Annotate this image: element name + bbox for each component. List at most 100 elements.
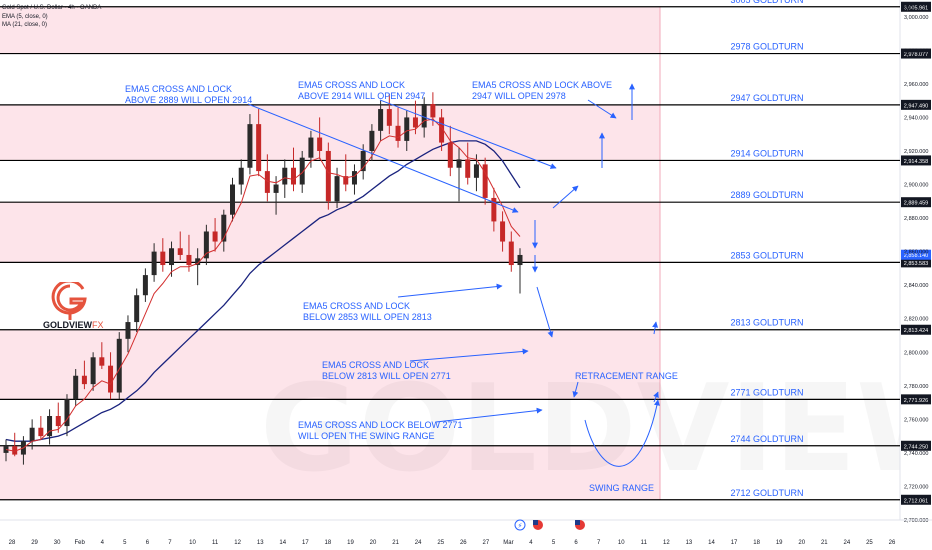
candle-body — [308, 137, 314, 158]
candle-body — [142, 275, 148, 296]
x-tick-label: 13 — [257, 540, 264, 546]
ma-indicator-label[interactable]: MA (21, close, 0) — [2, 22, 48, 28]
event-markers[interactable]: ⚡ — [514, 519, 585, 531]
x-tick-label: Mar — [503, 540, 513, 546]
candle-body — [116, 338, 122, 393]
y-tick-label: 2,920.000 — [904, 149, 928, 155]
annotation-arrow — [587, 99, 617, 119]
annotation-line: RETRACEMENT RANGE — [575, 371, 678, 381]
candle-body — [230, 184, 236, 215]
ma-layer — [5, 140, 521, 442]
x-tick-label: 21 — [821, 540, 828, 546]
level-price-tag-text: 2,771.926 — [904, 398, 928, 404]
level-price-tag — [901, 494, 931, 505]
ema-indicator-label[interactable]: EMA (5, close, 0) — [2, 14, 48, 20]
x-tick-label: 24 — [844, 540, 851, 546]
x-tick-label: 17 — [731, 540, 738, 546]
annotation-line: SWING RANGE — [589, 483, 654, 493]
swing-curve-arrow — [584, 399, 660, 467]
x-tick-label: 29 — [31, 540, 38, 546]
level-price-tag — [901, 394, 931, 405]
x-tick-label: 20 — [370, 540, 377, 546]
x-axis: 28 29 30 Feb 4 5 6 7 10 11 12 13 14 17 18 19 20 21 24 25 26 2… — [0, 519, 932, 546]
candle-body — [343, 176, 349, 185]
candle-body — [64, 399, 70, 427]
arrows-layer — [247, 83, 660, 467]
annotation-line: ABOVE 2914 WILL OPEN 2947 — [298, 91, 425, 101]
candle-body — [500, 221, 506, 242]
x-tick-label: 4 — [101, 540, 105, 546]
candle-body — [508, 241, 514, 266]
annotation-line: EMA5 CROSS AND LOCK — [322, 360, 429, 370]
y-tick-label: 2,900.000 — [904, 183, 928, 189]
x-tick-label: 10 — [189, 540, 196, 546]
annotation-line: EMA5 CROSS AND LOCK BELOW 2771 — [298, 420, 463, 430]
x-tick-label: 20 — [798, 540, 805, 546]
zone-0 — [0, 6, 660, 54]
annotation-text: SWING RANGE — [589, 483, 654, 493]
candle-body — [491, 197, 497, 222]
candle-body — [325, 150, 331, 202]
annotation-text: EMA5 CROSS AND LOCK ABOVE 2947 WILL OPEN … — [472, 80, 612, 101]
level-price-tag — [901, 257, 931, 268]
x-tick-label: 14 — [708, 540, 715, 546]
y-tick-label: 2,980.000 — [904, 48, 928, 54]
current-price-tag-text: 2,858.140 — [904, 253, 928, 259]
candle-body — [73, 375, 79, 400]
level-price-tag — [901, 324, 931, 335]
y-tick-label: 2,780.000 — [904, 384, 928, 390]
level-label: 3005 GOLDTURN — [730, 0, 803, 5]
level-price-tag-text: 2,744.250 — [904, 444, 928, 450]
x-tick-label: 5 — [552, 540, 556, 546]
level-price-tag-text: 2,853.583 — [904, 261, 928, 267]
zones-layer — [0, 6, 661, 500]
currency-label[interactable]: USD — [901, 6, 914, 12]
y-tick-label: 2,820.000 — [904, 317, 928, 323]
x-tick-label: 14 — [279, 540, 286, 546]
candle-body — [177, 248, 183, 255]
level-price-tag-text: 2,978.077 — [904, 52, 928, 58]
us-flag-canton-2 — [575, 520, 580, 525]
candle-body — [351, 171, 357, 185]
level-label: 2744 GOLDTURN — [730, 434, 803, 444]
x-tick-label: 13 — [686, 540, 693, 546]
level-price-tag-text: 2,914.358 — [904, 159, 928, 165]
y-tick-label: 2,840.000 — [904, 283, 928, 289]
logo-suffix: FX — [92, 320, 104, 330]
annotation-line: BELOW 2853 WILL OPEN 2813 — [303, 312, 432, 322]
candle-body — [29, 427, 35, 442]
candle-body — [395, 125, 401, 141]
x-tick-label: 26 — [889, 540, 896, 546]
candle-body — [369, 130, 375, 151]
annotation-line: EMA5 CROSS AND LOCK — [298, 80, 405, 90]
x-tick-label: 17 — [302, 540, 309, 546]
candle-body — [247, 124, 253, 168]
x-tick-label: 24 — [415, 540, 422, 546]
annotation-arrow — [536, 286, 554, 338]
y-tick-label: 2,760.000 — [904, 417, 928, 423]
candle-body — [412, 117, 418, 128]
annotation-line: BELOW 2813 WILL OPEN 2771 — [322, 371, 451, 381]
annotation-line: EMA5 CROSS AND LOCK — [303, 301, 410, 311]
flash-event-icon[interactable] — [514, 519, 526, 531]
candle-body — [81, 375, 87, 385]
annotation-line: EMA5 CROSS AND LOCK — [125, 84, 232, 94]
x-tick-label: 6 — [146, 540, 150, 546]
candle-body — [90, 357, 96, 385]
candle-body — [256, 124, 262, 172]
candle-body — [456, 159, 462, 168]
candle-body — [386, 109, 392, 126]
y-tick-label: 2,880.000 — [904, 216, 928, 222]
candle-body — [212, 231, 218, 242]
candle-body — [55, 416, 61, 427]
candle-body — [108, 365, 114, 393]
annotation-text: EMA5 CROSS AND LOCK ABOVE 2889 WILL OPEN … — [125, 84, 252, 105]
symbol-title[interactable]: Gold Spot / U.S. Dollar · 4h · OANDA — [2, 5, 102, 11]
candle-body — [160, 251, 166, 266]
us-flag-canton — [533, 520, 538, 525]
x-tick-label: 25 — [437, 540, 444, 546]
annotation-line: 2947 WILL OPEN 2978 — [472, 91, 566, 101]
x-tick-label: 18 — [325, 540, 332, 546]
level-price-tag-text: 2,712.061 — [904, 498, 928, 504]
